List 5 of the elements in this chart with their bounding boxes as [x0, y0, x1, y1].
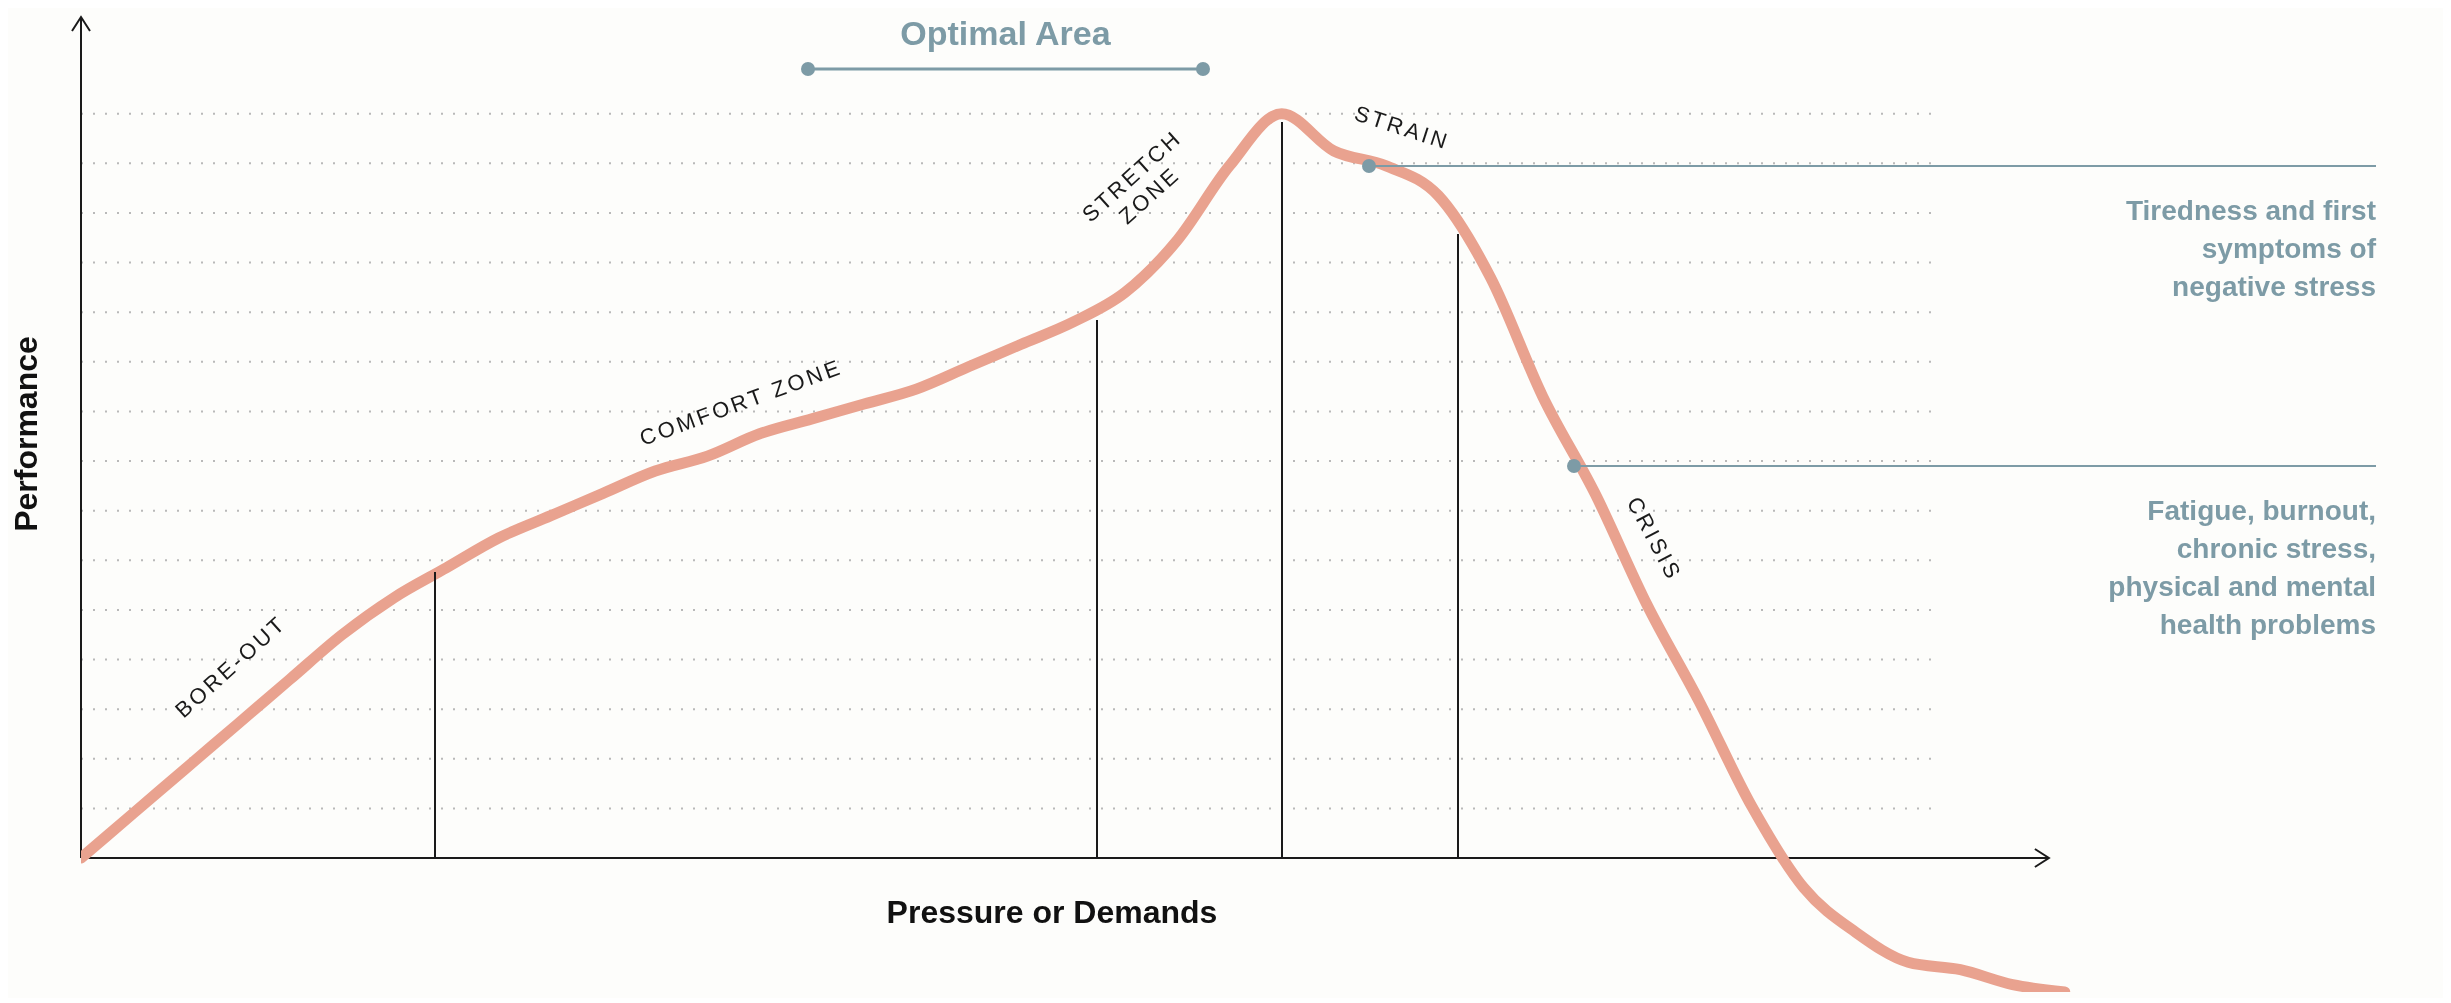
y-axis-title: Performance	[8, 335, 45, 534]
x-axis-title: Pressure or Demands	[885, 894, 1219, 931]
text: Fatigue, burnout, chronic stress, physical and mental health problems	[2107, 494, 2376, 642]
text: Tiredness and first symptoms of negative stress	[2125, 194, 2376, 304]
text: Optimal Area	[899, 14, 1112, 53]
